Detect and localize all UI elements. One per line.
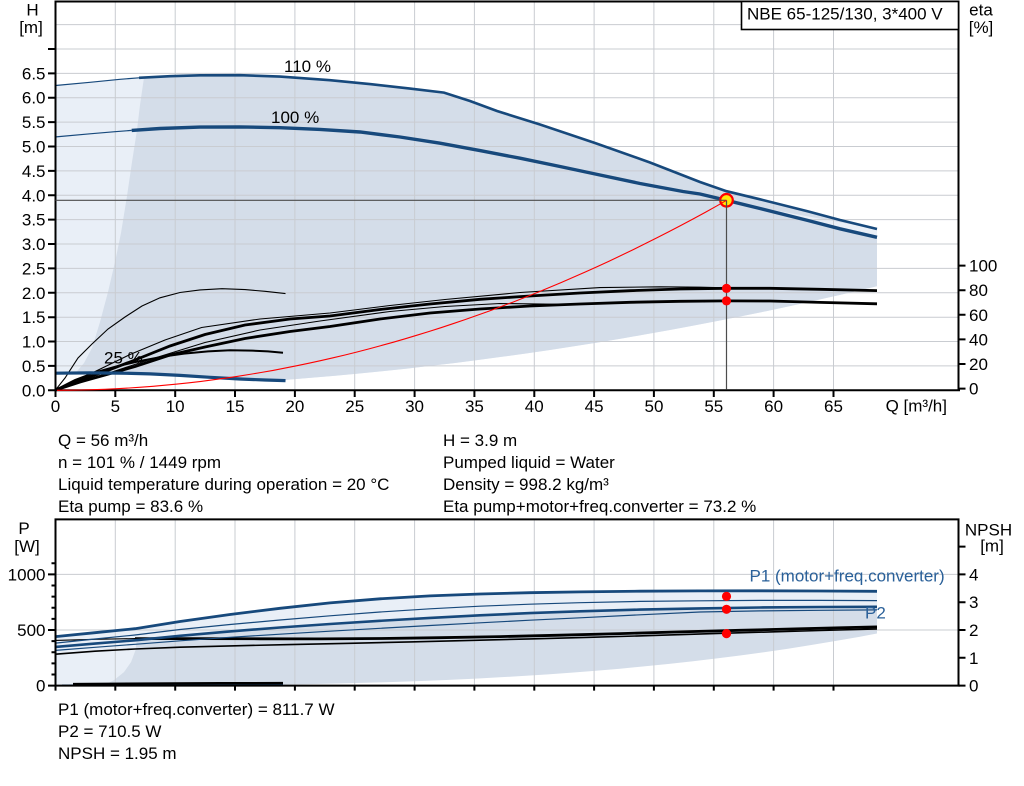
svg-text:0: 0 — [51, 397, 60, 416]
svg-text:1000: 1000 — [8, 565, 46, 584]
svg-text:eta: eta — [969, 1, 993, 20]
svg-text:6.5: 6.5 — [22, 64, 46, 83]
svg-text:30: 30 — [405, 397, 424, 416]
svg-text:50: 50 — [644, 397, 663, 416]
svg-text:1.5: 1.5 — [22, 308, 46, 327]
svg-text:0: 0 — [969, 380, 978, 399]
svg-text:Liquid temperature during oper: Liquid temperature during operation = 20… — [58, 475, 389, 494]
svg-text:0.5: 0.5 — [22, 357, 46, 376]
svg-text:NPSH = 1.95 m: NPSH = 1.95 m — [58, 744, 177, 763]
svg-text:60: 60 — [764, 397, 783, 416]
svg-text:10: 10 — [166, 397, 185, 416]
svg-text:4.0: 4.0 — [22, 186, 46, 205]
svg-text:100 %: 100 % — [271, 108, 319, 127]
svg-text:1.0: 1.0 — [22, 333, 46, 352]
svg-text:80: 80 — [969, 281, 988, 300]
svg-text:Q [m³/h]: Q [m³/h] — [886, 396, 947, 415]
svg-text:[m]: [m] — [980, 537, 1004, 556]
svg-text:40: 40 — [525, 397, 544, 416]
svg-text:3.5: 3.5 — [22, 211, 46, 230]
svg-text:P: P — [18, 519, 29, 538]
svg-text:0.0: 0.0 — [22, 381, 46, 400]
svg-text:n = 101 % / 1449 rpm: n = 101 % / 1449 rpm — [58, 453, 221, 472]
svg-text:1: 1 — [969, 649, 978, 668]
svg-text:40: 40 — [969, 330, 988, 349]
svg-text:5: 5 — [111, 397, 120, 416]
svg-text:Density = 998.2 kg/m³: Density = 998.2 kg/m³ — [443, 475, 609, 494]
svg-text:35: 35 — [465, 397, 484, 416]
svg-text:3.0: 3.0 — [22, 235, 46, 254]
svg-text:2: 2 — [969, 621, 978, 640]
svg-text:65: 65 — [824, 397, 843, 416]
svg-text:0: 0 — [969, 677, 978, 696]
svg-text:4: 4 — [969, 565, 978, 584]
svg-text:60: 60 — [969, 306, 988, 325]
svg-text:4.5: 4.5 — [22, 162, 46, 181]
svg-text:45: 45 — [585, 397, 604, 416]
svg-text:6.0: 6.0 — [22, 89, 46, 108]
svg-text:Eta pump = 83.6 %: Eta pump = 83.6 % — [58, 497, 203, 516]
svg-text:H: H — [26, 1, 38, 20]
svg-text:P1 (motor+freq.converter): P1 (motor+freq.converter) — [750, 567, 945, 586]
svg-text:Pumped liquid = Water: Pumped liquid = Water — [443, 453, 615, 472]
svg-text:15: 15 — [226, 397, 245, 416]
svg-text:NPSH: NPSH — [965, 521, 1012, 540]
svg-text:500: 500 — [17, 621, 45, 640]
svg-text:Eta pump+motor+freq.converter: Eta pump+motor+freq.converter = 73.2 % — [443, 497, 756, 516]
svg-text:[m]: [m] — [19, 18, 43, 37]
svg-text:[%]: [%] — [969, 18, 994, 37]
svg-text:20: 20 — [969, 355, 988, 374]
svg-text:3: 3 — [969, 593, 978, 612]
svg-text:25: 25 — [345, 397, 364, 416]
svg-text:P1 (motor+freq.converter) = 81: P1 (motor+freq.converter) = 811.7 W — [58, 700, 335, 719]
svg-text:2.5: 2.5 — [22, 259, 46, 278]
svg-text:P2 = 710.5 W: P2 = 710.5 W — [58, 722, 161, 741]
svg-text:5.5: 5.5 — [22, 113, 46, 132]
svg-text:5.0: 5.0 — [22, 138, 46, 157]
svg-text:P2: P2 — [865, 604, 886, 623]
svg-text:110 %: 110 % — [284, 57, 331, 76]
svg-text:25 %: 25 % — [104, 349, 143, 368]
svg-text:H = 3.9 m: H = 3.9 m — [443, 431, 517, 450]
svg-text:[W]: [W] — [14, 537, 40, 556]
svg-text:100: 100 — [969, 257, 997, 276]
svg-text:55: 55 — [704, 397, 723, 416]
svg-text:NBE 65-125/130, 3*400 V: NBE 65-125/130, 3*400 V — [747, 5, 943, 24]
svg-text:Q = 56 m³/h: Q = 56 m³/h — [58, 431, 148, 450]
svg-text:0: 0 — [36, 677, 45, 696]
svg-text:2.0: 2.0 — [22, 284, 46, 303]
svg-text:20: 20 — [285, 397, 304, 416]
